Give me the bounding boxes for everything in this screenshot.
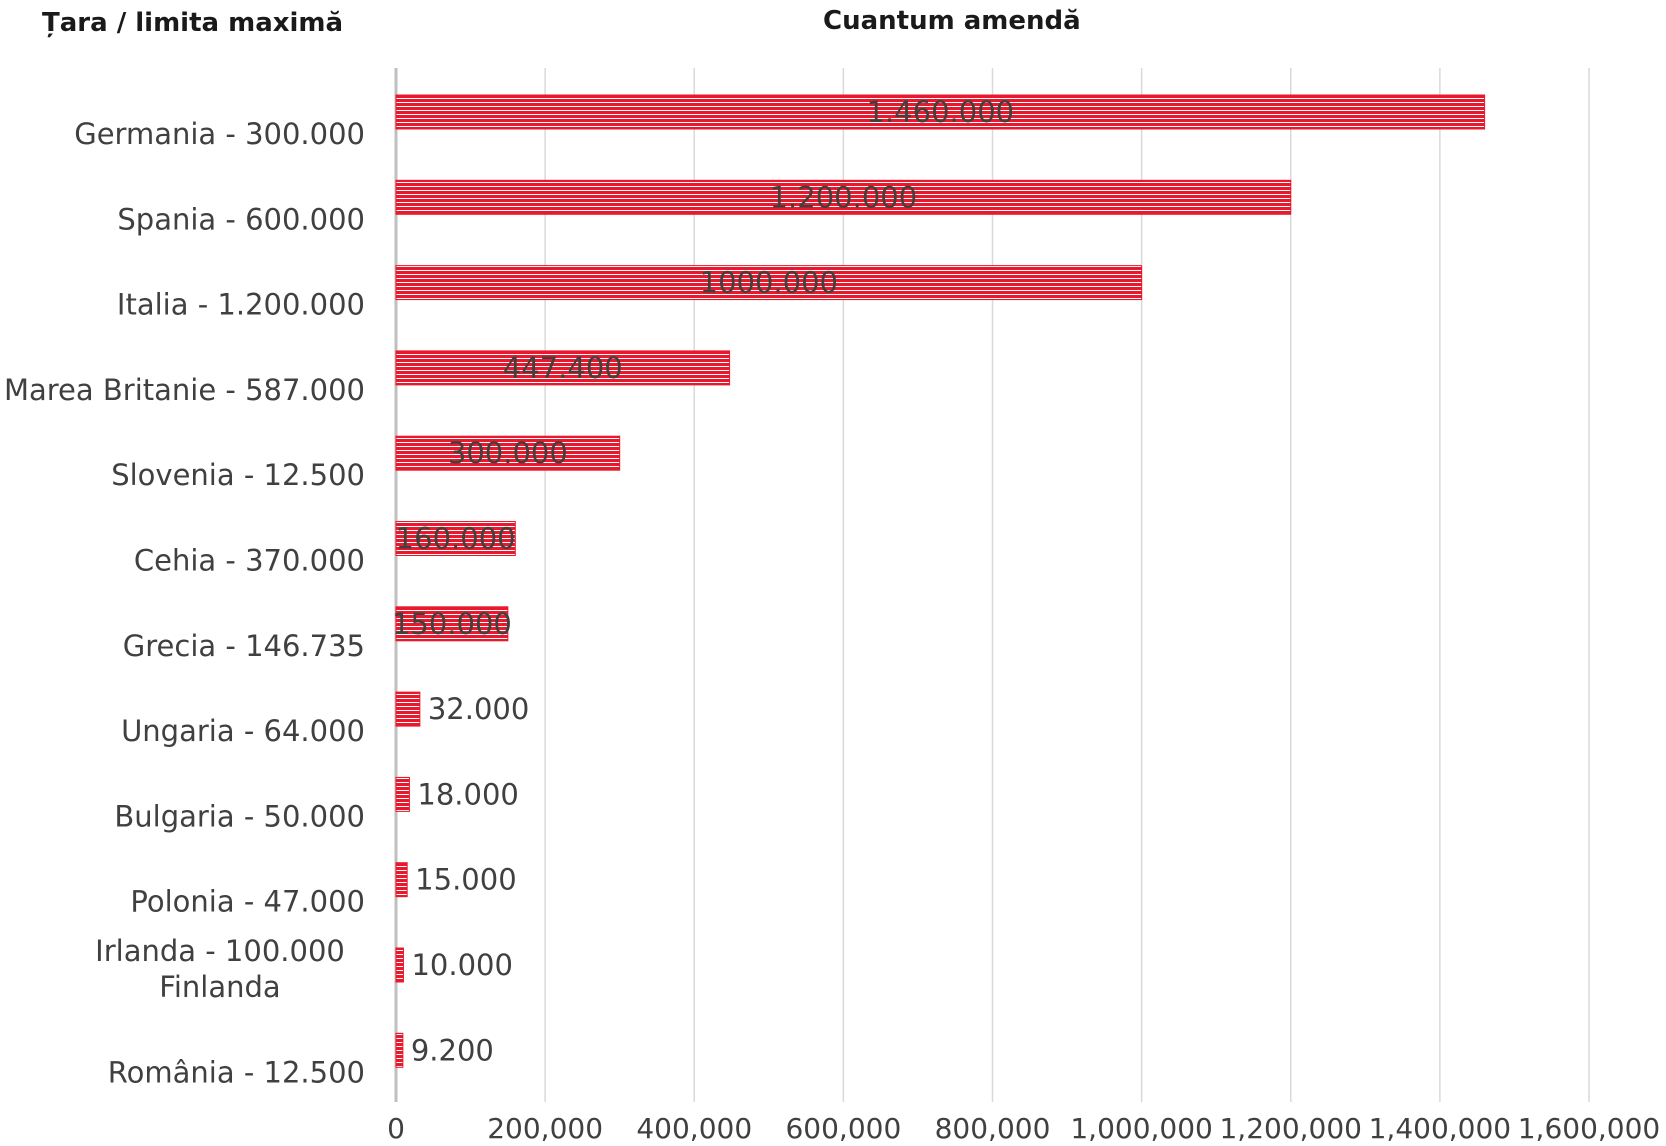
category-label: Irlanda - 100.000 Finlanda — [95, 934, 345, 1004]
x-tick-label: 400,000 — [636, 1112, 752, 1145]
x-tick-label: 1,000,000 — [1070, 1112, 1213, 1145]
chart-title: Cuantum amendă — [823, 6, 1081, 36]
bar — [395, 265, 1143, 301]
x-tick-label: 200,000 — [487, 1112, 603, 1145]
data-label: 447.400 — [503, 351, 623, 385]
bar — [395, 435, 621, 471]
category-label: Bulgaria - 50.000 — [114, 799, 365, 833]
bar — [395, 521, 516, 556]
category-label: Italia - 1.200.000 — [117, 288, 365, 322]
data-label: 1000.000 — [700, 266, 838, 300]
data-label: 1.460.000 — [867, 95, 1015, 129]
y-axis-title: Țara / limita maximă — [42, 8, 344, 38]
category-label: România - 12.500 — [108, 1055, 365, 1089]
x-tick-label: 600,000 — [785, 1112, 901, 1145]
bar — [395, 606, 509, 642]
bar — [395, 350, 731, 386]
data-label: 1.200.000 — [770, 180, 918, 214]
data-label: 300.000 — [448, 436, 568, 470]
data-label: 18.000 — [417, 777, 518, 811]
category-label: Spania - 600.000 — [117, 202, 365, 236]
category-label: Slovenia - 12.500 — [111, 458, 365, 492]
category-label-line: Finlanda — [159, 970, 280, 1004]
bar — [395, 179, 1292, 215]
category-label: Cehia - 370.000 — [134, 544, 365, 578]
gridlines — [544, 68, 1590, 1102]
x-tick-label: 0 — [387, 1112, 405, 1145]
bar — [395, 1032, 404, 1068]
bar — [395, 691, 421, 727]
data-label: 150.000 — [392, 607, 512, 641]
category-label: Ungaria - 64.000 — [121, 714, 365, 748]
category-label: Germania - 300.000 — [74, 117, 365, 151]
category-label-line: Irlanda - 100.000 — [95, 934, 345, 968]
bar — [395, 776, 410, 812]
data-label: 15.000 — [415, 863, 516, 897]
category-label: Grecia - 146.735 — [123, 629, 365, 663]
bar — [395, 947, 404, 983]
x-tick-label: 1,200,000 — [1219, 1112, 1362, 1145]
x-tick-label: 800,000 — [935, 1112, 1051, 1145]
x-tick-label: 1,400,000 — [1369, 1112, 1512, 1145]
data-label: 10.000 — [411, 948, 512, 982]
data-label: 32.000 — [428, 692, 529, 726]
x-tick-label: 1,600,000 — [1518, 1112, 1661, 1145]
bar — [395, 94, 1486, 130]
category-label: Polonia - 47.000 — [130, 885, 365, 919]
data-label: 9.200 — [411, 1033, 494, 1067]
bar — [395, 862, 408, 898]
labels: 0 200,000 400,000 600,000 800,000 1,000,000 1,… — [4, 95, 1660, 1145]
data-label: 160.000 — [396, 522, 516, 556]
category-label: Marea Britanie - 587.000 — [4, 373, 365, 407]
bars — [395, 94, 1486, 1068]
